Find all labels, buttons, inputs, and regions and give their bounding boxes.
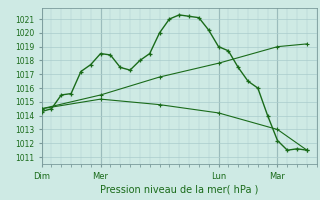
X-axis label: Pression niveau de la mer( hPa ): Pression niveau de la mer( hPa ) [100,185,258,195]
